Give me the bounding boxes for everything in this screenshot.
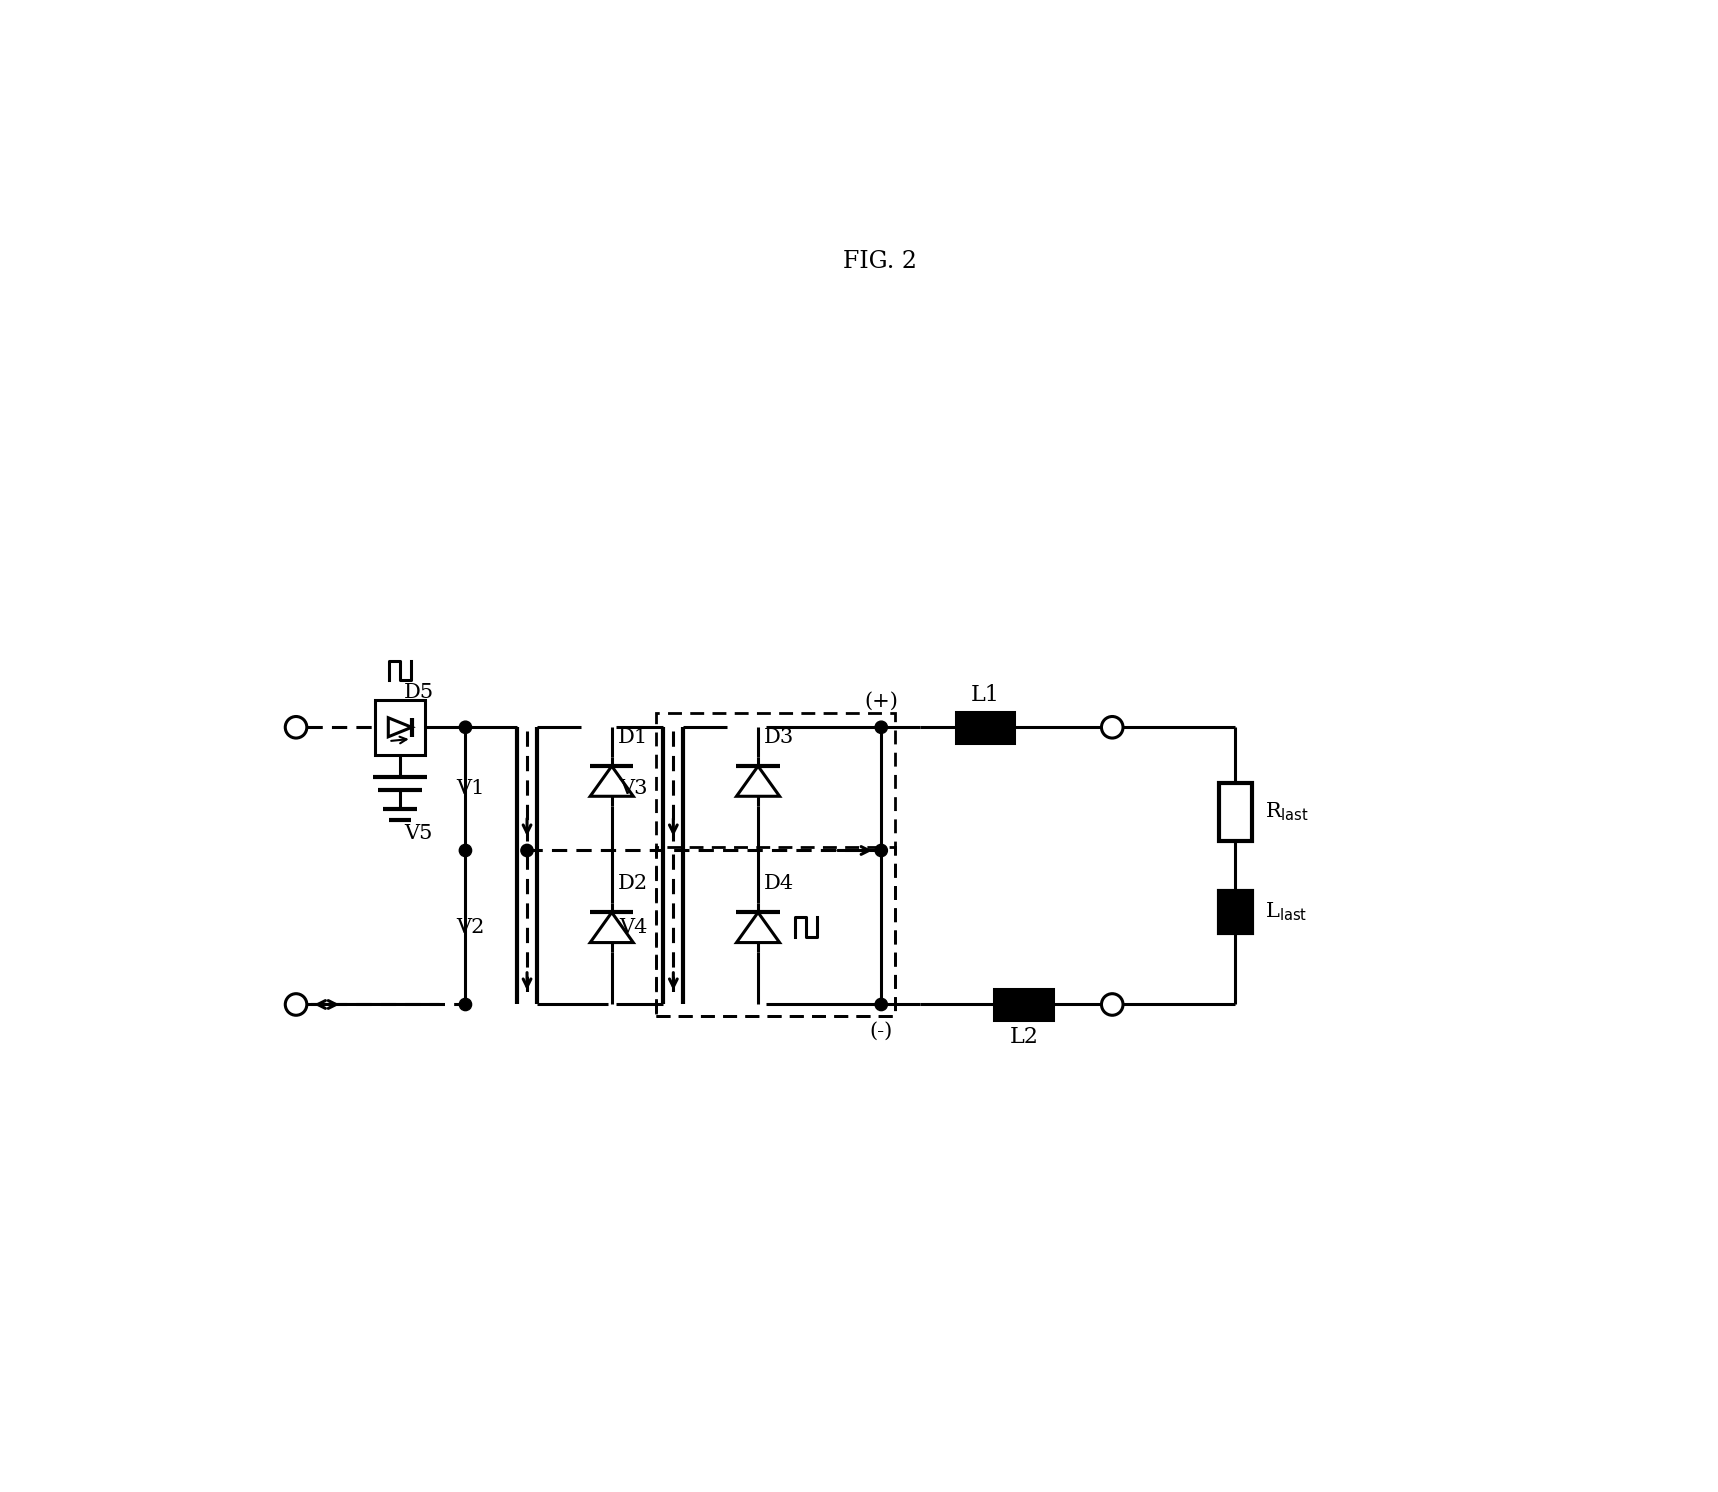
Text: D5: D5 — [404, 683, 435, 701]
Circle shape — [285, 716, 308, 739]
Bar — [995, 989, 1053, 1021]
Text: V4: V4 — [620, 918, 648, 937]
Text: L2: L2 — [1008, 1026, 1038, 1047]
Text: (-): (-) — [869, 1022, 893, 1040]
Text: D3: D3 — [765, 728, 794, 746]
Text: V3: V3 — [620, 779, 648, 798]
Bar — [1220, 783, 1252, 841]
Text: L$_{\mathsf{last}}$: L$_{\mathsf{last}}$ — [1266, 901, 1307, 924]
Text: V2: V2 — [457, 918, 484, 937]
Text: V1: V1 — [457, 779, 484, 798]
Bar — [656, 713, 895, 1016]
Circle shape — [521, 844, 533, 856]
Text: R$_{\mathsf{last}}$: R$_{\mathsf{last}}$ — [1266, 801, 1309, 824]
Bar — [656, 846, 895, 1016]
Circle shape — [459, 721, 472, 734]
Circle shape — [285, 994, 308, 1015]
Bar — [1220, 891, 1252, 934]
Bar — [375, 700, 424, 755]
Circle shape — [874, 721, 888, 734]
Text: L1: L1 — [971, 683, 1000, 706]
Text: D4: D4 — [765, 874, 794, 892]
Circle shape — [1101, 994, 1124, 1015]
Circle shape — [874, 998, 888, 1010]
Circle shape — [459, 844, 472, 856]
Text: FIG. 2: FIG. 2 — [844, 249, 917, 273]
Circle shape — [459, 998, 472, 1010]
Text: D2: D2 — [618, 874, 648, 892]
Circle shape — [1101, 716, 1124, 739]
Text: (+): (+) — [864, 691, 899, 710]
Circle shape — [874, 844, 888, 856]
Text: D1: D1 — [618, 728, 648, 746]
Text: V5: V5 — [404, 824, 433, 843]
Bar — [955, 712, 1014, 743]
